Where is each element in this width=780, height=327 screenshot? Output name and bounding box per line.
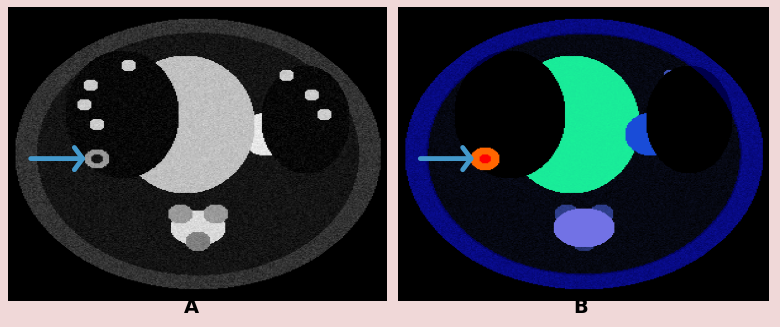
Text: A: A — [183, 298, 199, 317]
Text: B: B — [574, 298, 588, 317]
